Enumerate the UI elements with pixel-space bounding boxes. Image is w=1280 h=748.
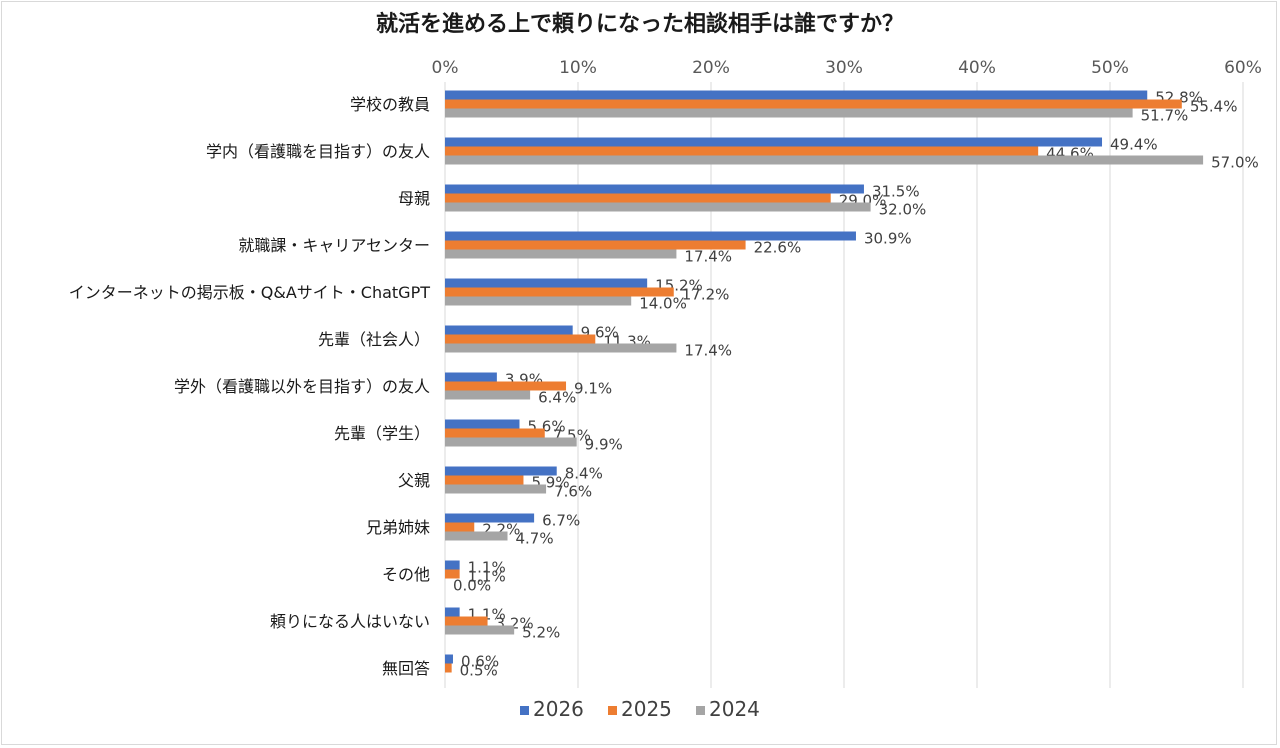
bar-2026 — [445, 560, 460, 570]
legend-swatch-2025 — [608, 706, 617, 715]
data-label-2026: 31.5% — [872, 183, 920, 201]
data-label-2024: 7.6% — [554, 483, 592, 501]
bar-2026 — [445, 607, 460, 617]
bar-2024 — [445, 484, 547, 494]
data-label-2026: 8.4% — [565, 465, 603, 483]
category-label: 就職課・キャリアセンター — [238, 236, 430, 255]
data-label-2024: 17.4% — [684, 248, 732, 266]
bar-2025 — [445, 428, 545, 438]
chart-title: 就活を進める上で頼りになった相談相手は誰ですか？ — [375, 12, 904, 37]
category-label: 頼りになる人はいない — [270, 612, 430, 631]
bar-2025 — [445, 475, 524, 485]
category-label: 父親 — [398, 471, 430, 490]
bar-2026 — [445, 419, 520, 429]
data-label-2024: 9.9% — [585, 436, 623, 454]
category-label: 先輩（社会人） — [318, 330, 430, 349]
x-tick-label: 60% — [1224, 58, 1262, 78]
bar-2025 — [445, 146, 1039, 156]
bar-2026 — [445, 90, 1148, 100]
bar-2025 — [445, 193, 831, 203]
data-label-2026: 6.7% — [542, 512, 580, 530]
category-label: 無回答 — [382, 659, 430, 678]
bar-2024 — [445, 625, 515, 635]
bar-2025 — [445, 240, 746, 250]
category-label: その他 — [382, 565, 430, 584]
data-label-2024: 51.7% — [1141, 107, 1189, 125]
bar-2026 — [445, 513, 535, 523]
bar-2026 — [445, 372, 497, 382]
bar-2024 — [445, 108, 1133, 118]
data-label-2024: 6.4% — [538, 389, 576, 407]
x-tick-label: 0% — [432, 58, 459, 78]
bar-2025 — [445, 522, 475, 532]
x-tick-label: 20% — [692, 58, 730, 78]
bar-2024 — [445, 437, 577, 447]
category-label: インターネットの掲示板・Q&Aサイト・ChatGPT — [69, 283, 430, 302]
bar-2026 — [445, 325, 573, 335]
legend-label-2026: 2026 — [533, 697, 584, 721]
category-label: 学校の教員 — [350, 95, 430, 114]
data-label-2026: 49.4% — [1110, 136, 1158, 154]
bar-2026 — [445, 231, 856, 241]
legend-swatch-2026 — [520, 706, 529, 715]
data-label-2025: 17.2% — [682, 286, 730, 304]
bar-2025 — [445, 616, 488, 626]
category-label: 兄弟姉妹 — [366, 518, 430, 537]
bar-2025 — [445, 287, 674, 297]
bar-2024 — [445, 296, 632, 306]
data-label-2025: 0.5% — [460, 662, 498, 680]
legend-label-2025: 2025 — [621, 697, 672, 721]
bar-2025 — [445, 99, 1182, 109]
bar-2025 — [445, 334, 596, 344]
data-label-2024: 32.0% — [879, 201, 927, 219]
data-label-2024: 0.0% — [453, 577, 491, 595]
data-label-2025: 22.6% — [754, 239, 802, 257]
bar-2025 — [445, 569, 460, 579]
x-tick-label: 50% — [1091, 58, 1129, 78]
category-label: 母親 — [398, 189, 430, 208]
bar-2024 — [445, 343, 677, 353]
data-label-2024: 14.0% — [639, 295, 687, 313]
data-label-2025: 9.1% — [574, 380, 612, 398]
data-label-2024: 4.7% — [516, 530, 554, 548]
bar-2025 — [445, 381, 567, 391]
x-tick-label: 10% — [559, 58, 597, 78]
bar-2025 — [445, 663, 452, 673]
bar-2024 — [445, 390, 531, 400]
bar-2026 — [445, 184, 864, 194]
data-label-2024: 57.0% — [1211, 154, 1259, 172]
bar-2024 — [445, 249, 677, 259]
bar-2026 — [445, 654, 453, 664]
x-tick-label: 30% — [825, 58, 863, 78]
data-label-2026: 30.9% — [864, 230, 912, 248]
bar-2024 — [445, 202, 871, 212]
data-label-2025: 1.1% — [468, 568, 506, 586]
data-label-2025: 55.4% — [1190, 98, 1238, 116]
bar-2026 — [445, 278, 648, 288]
data-label-2024: 5.2% — [522, 624, 560, 642]
data-label-2024: 17.4% — [684, 342, 732, 360]
category-label: 学外（看護職以外を目指す）の友人 — [174, 377, 430, 396]
category-label: 先輩（学生） — [334, 424, 430, 443]
bar-2024 — [445, 155, 1204, 165]
legend-swatch-2024 — [696, 706, 705, 715]
x-tick-label: 40% — [958, 58, 996, 78]
legend-label-2024: 2024 — [709, 697, 760, 721]
bar-2024 — [445, 531, 508, 541]
category-label: 学内（看護職を目指す）の友人 — [206, 142, 430, 161]
bar-2026 — [445, 137, 1103, 147]
data-label-2026: 0.6% — [461, 653, 499, 671]
bar-2026 — [445, 466, 557, 476]
data-label-2026: 1.1% — [468, 559, 506, 577]
